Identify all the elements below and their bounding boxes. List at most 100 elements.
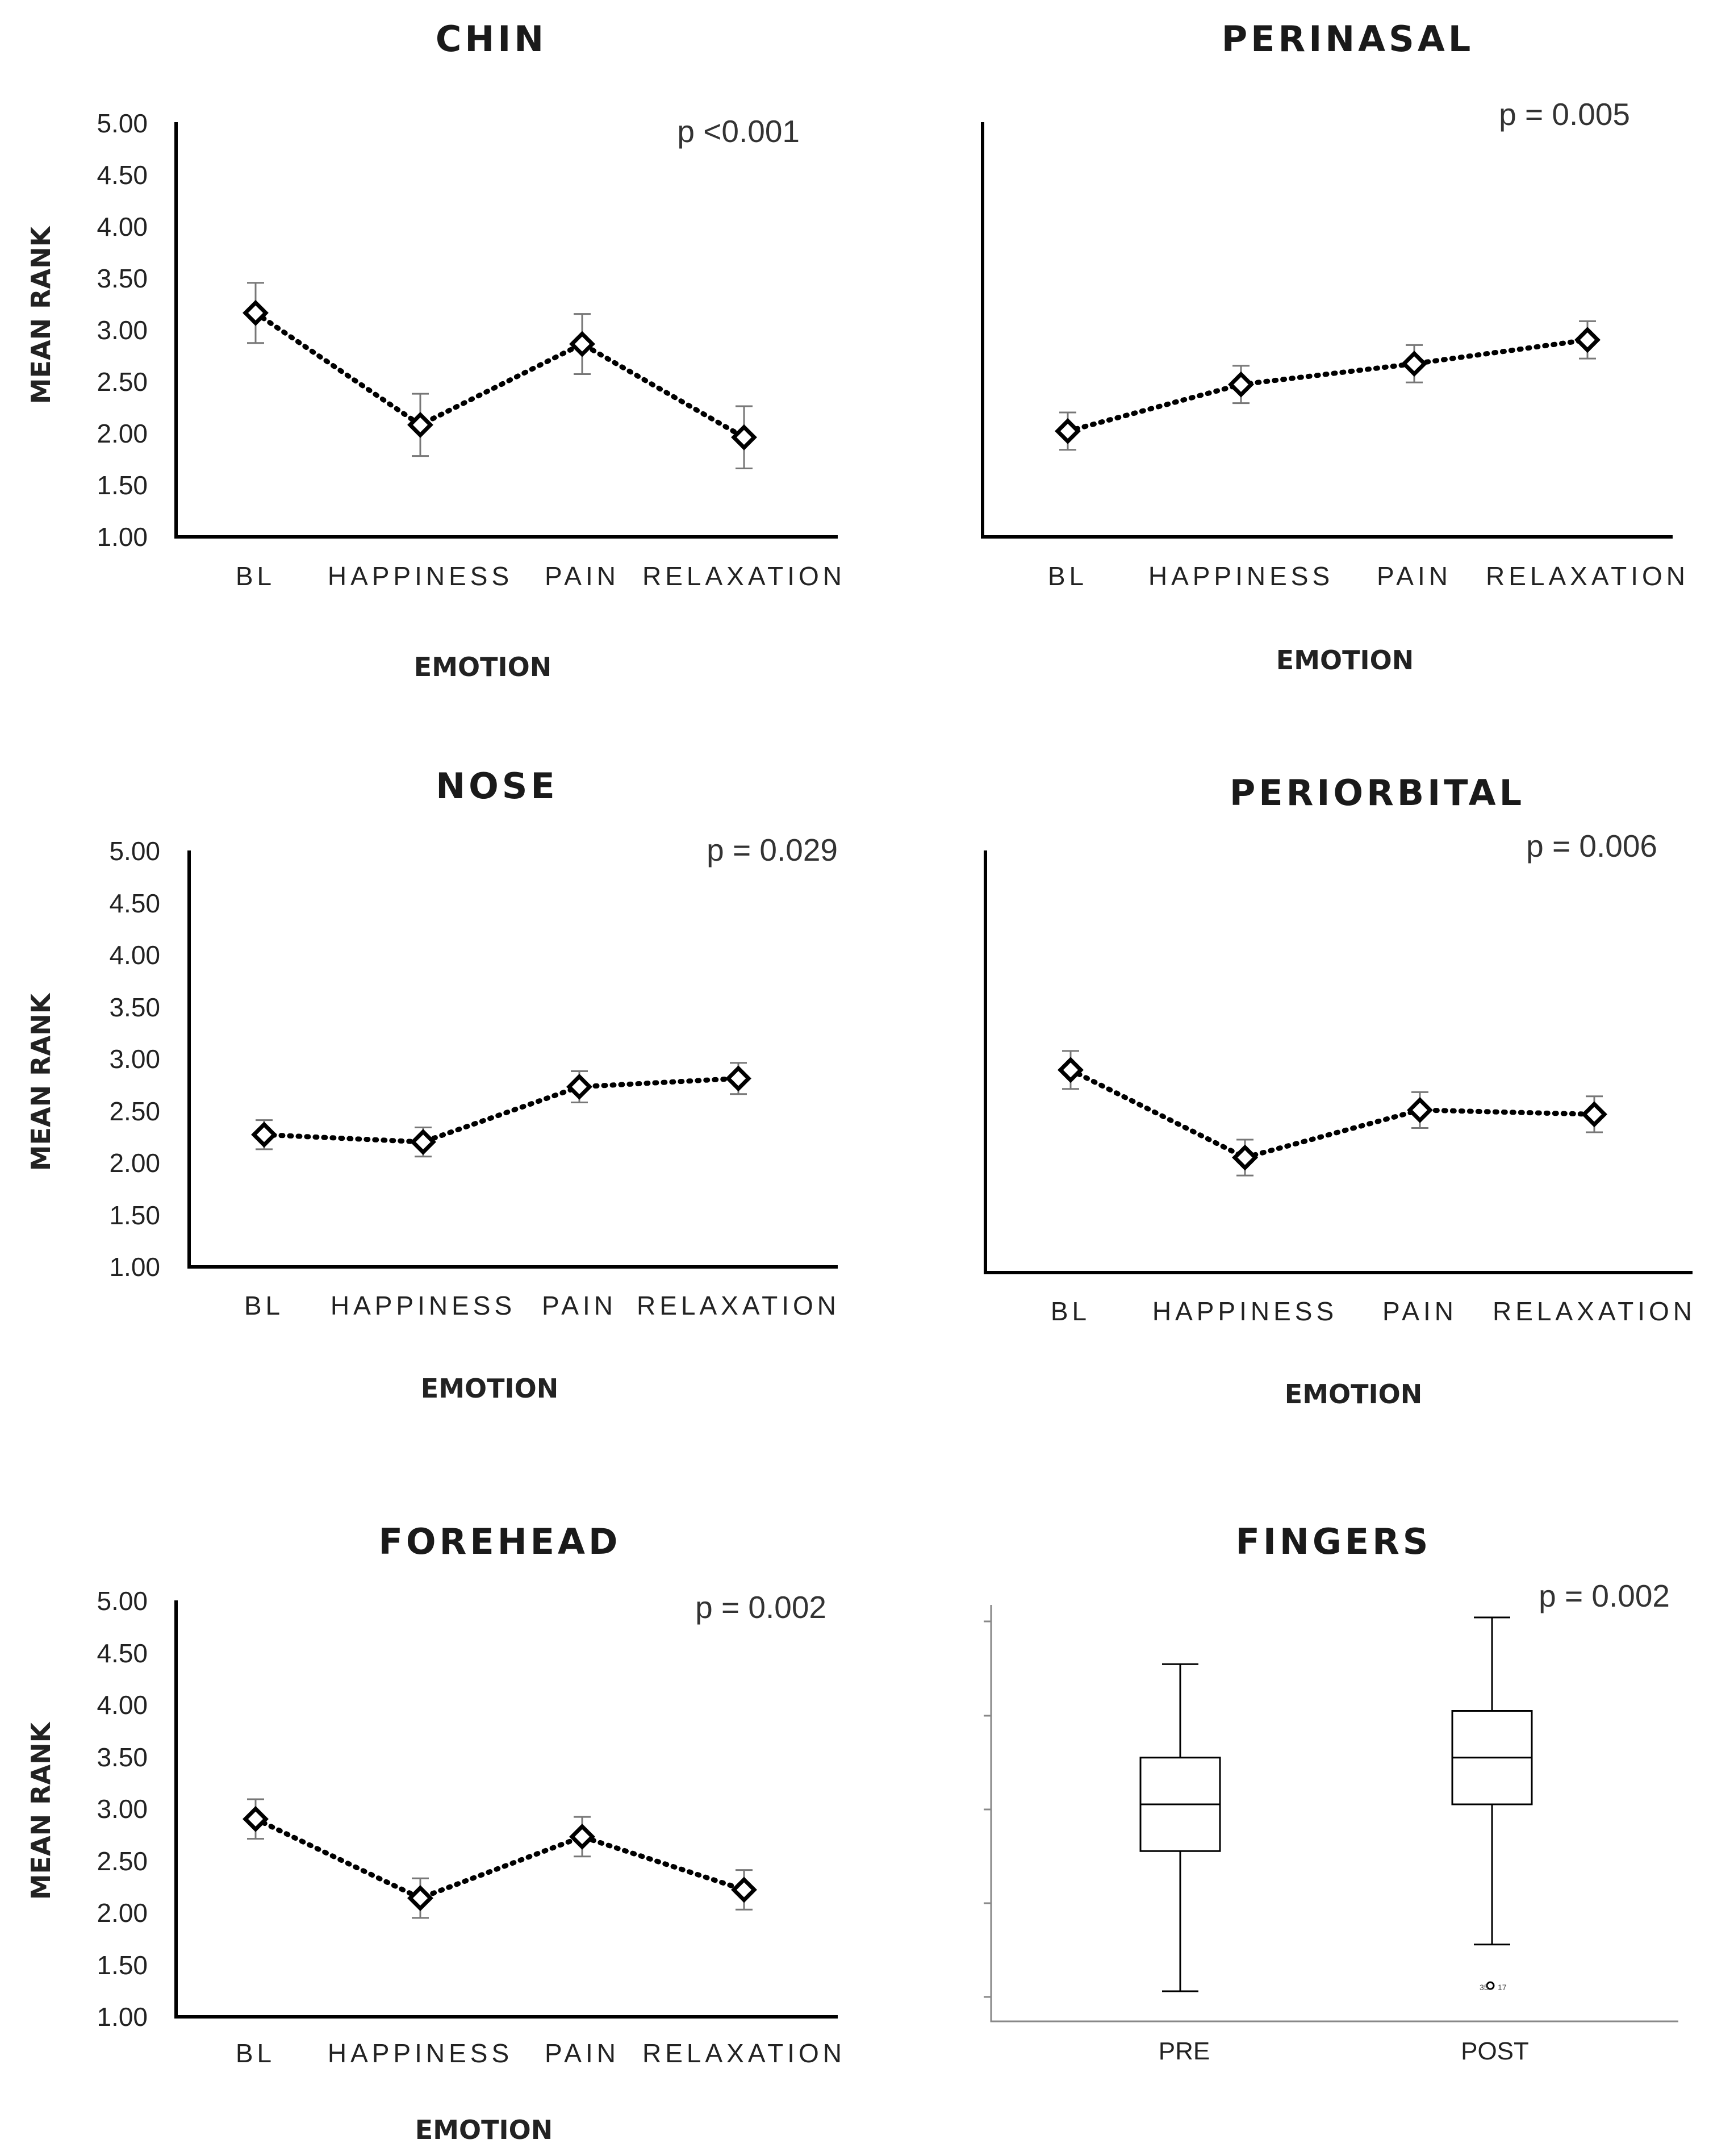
data-point (1407, 1096, 1433, 1123)
data-marks (243, 1798, 757, 1919)
outlier-label: 17 (1498, 1983, 1507, 1992)
y-tick-label: 4.50 (97, 1638, 148, 1668)
y-tick-label: 1.50 (97, 470, 148, 500)
x-tick-label: BL (1048, 561, 1088, 591)
axis-lines (981, 122, 1673, 539)
data-marks (1058, 1050, 1607, 1177)
x-tick-label: PAIN (545, 561, 620, 591)
outlier-label: 35 (1480, 1983, 1489, 1992)
data-point (1058, 1057, 1084, 1083)
chart-panel-perinasal: PERINASAL p = 0.005 BL HAPPINESS PAIN RE… (981, 18, 1689, 675)
y-tick-label: 3.00 (109, 1044, 160, 1074)
y-tick-label: 4.50 (97, 160, 148, 190)
y-tick-label: 2.00 (97, 1898, 148, 1928)
y-tick-label: 4.50 (109, 889, 160, 918)
data-point (731, 1876, 757, 1903)
y-tick-label: 5.00 (97, 109, 148, 138)
data-point (725, 1065, 751, 1092)
data-point (407, 411, 433, 438)
chart-panel-fingers: FINGERS p = 0.002 PRE POST 35 17 (984, 1521, 1678, 2065)
x-tick-label: HAPPINESS (328, 2038, 513, 2068)
series-line (1065, 337, 1590, 434)
y-tick-label: 1.00 (109, 1252, 160, 1282)
y-tick-label: 2.50 (109, 1096, 160, 1126)
p-value-label: p = 0.005 (1499, 97, 1630, 132)
axis-lines (174, 122, 838, 539)
data-point (251, 1121, 277, 1148)
chart-panel-chin: CHIN p <0.001 1.00 1.50 2.00 2.50 3.00 3… (26, 18, 842, 682)
x-tick-label: RELAXATION (637, 1291, 840, 1320)
y-tick-label: 5.00 (109, 836, 160, 866)
data-marks (1055, 320, 1601, 451)
series-line (253, 1816, 747, 1901)
x-axis-label: EMOTION (414, 652, 551, 682)
y-tick-label: 2.00 (109, 1148, 160, 1178)
y-tick-label: 2.50 (97, 367, 148, 397)
x-tick-label: BL (236, 2038, 275, 2068)
y-tick-label: 2.50 (97, 1846, 148, 1876)
data-point (1232, 1144, 1258, 1171)
p-value-label: p = 0.002 (1539, 1578, 1670, 1613)
y-tick-label: 4.00 (97, 212, 148, 241)
chart-title: PERIORBITAL (1230, 772, 1525, 814)
x-axis-label: EMOTION (415, 2115, 553, 2145)
data-point (243, 299, 269, 326)
box-axis-lines (990, 1605, 1678, 2022)
series-line (253, 310, 747, 440)
x-tick-label: HAPPINESS (328, 561, 513, 591)
axis-lines (984, 850, 1693, 1274)
p-value-label: p = 0.002 (695, 1590, 826, 1625)
box-marks (1139, 1616, 1533, 1992)
y-tick-label: 3.00 (97, 1794, 148, 1824)
y-tick-label: 3.50 (97, 1742, 148, 1772)
data-point (1055, 418, 1081, 444)
series-line (261, 1075, 741, 1145)
y-tick-label: 2.00 (97, 419, 148, 448)
data-point (731, 424, 757, 451)
chart-title: PERINASAL (1222, 18, 1474, 60)
x-tick-label: BL (1051, 1296, 1090, 1326)
x-axis-label: EMOTION (1276, 645, 1414, 675)
data-point (243, 1805, 269, 1832)
data-point (1401, 351, 1427, 377)
x-tick-labels: BL HAPPINESS PAIN RELAXATION (236, 2038, 846, 2068)
y-tick-label: 1.50 (97, 1950, 148, 1980)
x-tick-labels: BL HAPPINESS PAIN RELAXATION (236, 561, 842, 591)
y-tick-labels: 1.00 1.50 2.00 2.50 3.00 3.50 4.00 4.50 … (97, 1586, 148, 2032)
y-tick-marks (984, 1620, 991, 1998)
y-tick-label: 4.00 (109, 940, 160, 970)
p-value-label: p <0.001 (677, 114, 800, 149)
x-tick-label: PAIN (1382, 1296, 1457, 1326)
y-tick-label: 1.00 (97, 522, 148, 552)
data-point (410, 1129, 436, 1156)
x-tick-labels: BL HAPPINESS PAIN RELAXATION (244, 1291, 840, 1320)
data-point (407, 1885, 433, 1912)
y-tick-label: 3.50 (97, 264, 148, 293)
x-tick-label: PRE (1159, 2037, 1210, 2065)
p-value-label: p = 0.029 (707, 832, 838, 868)
data-point (1574, 327, 1601, 353)
x-tick-label: PAIN (542, 1291, 617, 1320)
x-tick-label: RELAXATION (1486, 561, 1689, 591)
data-point (566, 1074, 592, 1100)
chart-panel-periorbital: PERIORBITAL p = 0.006 BL HAPPINESS PAIN … (984, 772, 1696, 1409)
y-tick-labels: 1.00 1.50 2.00 2.50 3.00 3.50 4.00 4.50 … (97, 109, 148, 552)
x-tick-label: BL (236, 561, 275, 591)
x-tick-label: BL (244, 1291, 284, 1320)
chart-title: FINGERS (1236, 1521, 1432, 1562)
data-point (569, 331, 595, 357)
axis-lines (187, 850, 838, 1269)
y-tick-label: 5.00 (97, 1586, 148, 1616)
y-tick-labels: 1.00 1.50 2.00 2.50 3.00 3.50 4.00 4.50 … (109, 836, 160, 1282)
x-tick-label: RELAXATION (642, 2038, 846, 2068)
y-tick-label: 1.00 (97, 2002, 148, 2032)
data-point (1228, 371, 1254, 398)
x-tick-labels: BL HAPPINESS PAIN RELAXATION (1051, 1296, 1696, 1326)
p-value-label: p = 0.006 (1526, 828, 1657, 864)
y-axis-label: MEAN RANK (26, 225, 56, 404)
x-tick-label: RELAXATION (1493, 1296, 1696, 1326)
chart-panel-forehead: FOREHEAD p = 0.002 1.00 1.50 2.00 2.50 3… (26, 1521, 846, 2145)
y-tick-label: 1.50 (109, 1200, 160, 1230)
y-tick-label: 3.50 (109, 992, 160, 1022)
